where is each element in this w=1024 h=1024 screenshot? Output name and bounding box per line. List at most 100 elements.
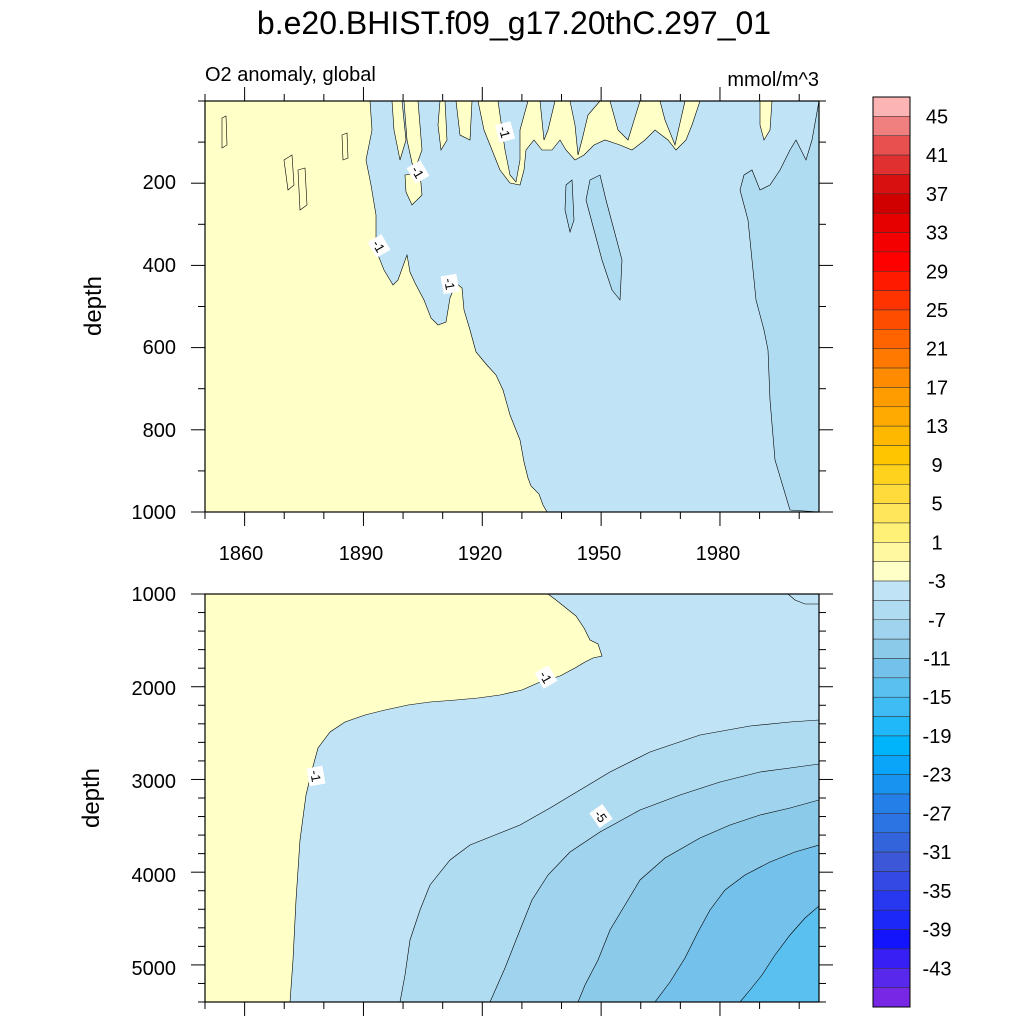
top-y-tick-label: 200 [143,172,176,194]
colorbar-box [872,987,911,1008]
colorbar-box [872,658,911,679]
top-region-deep-blue-1 [585,174,623,301]
colorbar-box [872,290,911,311]
colorbar-label: 33 [926,223,948,245]
top-x-ticks: 1860 1890 1920 1950 1980 [219,543,741,565]
top-contour-labels: -1 -1 -1 -1 [367,121,516,295]
top-blob-positive-4 [455,101,473,141]
top-blob-positive-6 [759,101,773,141]
colorbar-label: 25 [926,300,948,322]
colorbar-box [872,522,911,543]
colorbar-box [872,968,911,988]
top-blob-positive-3 [437,101,448,151]
colorbar-boxes [872,96,911,1008]
top-blob-negative-3 [341,132,349,161]
bottom-y-ticks: 1000 2000 3000 4000 5000 [132,584,177,980]
colorbar-box [872,154,911,175]
bottom-y-tick-label: 3000 [132,771,177,793]
top-blob-positive-5 [477,101,701,186]
colorbar-box [872,561,911,582]
colorbar-box [872,696,911,717]
bottom-tick-marks [191,593,833,1016]
top-x-tick-label: 1950 [577,543,622,565]
colorbar-label: 45 [926,106,948,128]
top-y-tick-label: 600 [143,337,176,359]
top-blob-positive-2 [403,101,423,174]
colorbar-label: 9 [931,455,942,477]
colorbar-box [872,774,911,795]
colorbar-label: 21 [926,339,948,361]
bottom-contour-label: -1 [307,769,324,783]
colorbar-box [872,329,911,349]
colorbar-label: 37 [926,184,948,206]
colorbar-box [872,735,911,756]
colorbar-box [872,251,911,272]
top-y-ticks: 200 400 600 800 1000 [132,172,177,524]
colorbar-box [872,542,911,562]
top-y-tick-label: 1000 [132,502,177,524]
colorbar-box [872,135,911,156]
top-x-tick-label: 1860 [219,543,264,565]
colorbar-box [872,232,911,253]
top-blob-negative-2 [297,167,308,211]
bottom-region-positive [205,594,603,1002]
subtitle-left: O2 anomaly, global [205,64,376,86]
colorbar-box [872,406,911,427]
top-blob-positive-1 [391,101,407,161]
colorbar-box [872,677,911,698]
colorbar-label: -3 [928,571,946,593]
colorbar-box [872,483,911,504]
top-blob-negative-1 [283,154,295,191]
colorbar-label: -19 [923,726,952,748]
bottom-corner-contour [787,594,819,605]
bottom-region-band-5 [739,905,819,1002]
top-y-tick-label: 400 [143,255,176,277]
colorbar-box [872,425,911,446]
colorbar-box [872,580,911,601]
colorbar-box [872,387,911,408]
colorbar-box [872,948,911,969]
colorbar-label: -27 [923,803,952,825]
colorbar-label: -35 [923,881,952,903]
colorbar-frame [872,96,911,1008]
colorbar-box [872,503,911,524]
colorbar-box [872,890,911,911]
colorbar-box [872,755,911,775]
top-y-tick-label: 800 [143,420,176,442]
colorbar-box [872,813,911,833]
top-ylabel: depth [80,276,107,336]
colorbar-box [872,909,911,930]
colorbar-box [872,271,911,291]
bottom-y-tick-label: 4000 [132,865,177,887]
colorbar-box [872,174,911,195]
top-tick-marks [191,87,833,526]
colorbar-box [872,832,911,853]
colorbar-box [872,96,911,117]
colorbar-label: -39 [923,920,952,942]
colorbar-box [872,116,911,136]
top-x-tick-label: 1890 [339,543,384,565]
colorbar-label: 17 [926,377,948,399]
colorbar-label: -7 [928,610,946,632]
bottom-ylabel: depth [78,768,105,828]
colorbar-label: -31 [923,842,952,864]
bottom-contour-labels: -1 -1 -5 [306,665,613,828]
colorbar-box [872,871,911,892]
figure-title: b.e20.BHIST.f09_g17.20thC.297_01 [257,5,771,41]
colorbar-box [872,193,911,214]
top-x-tick-label: 1980 [696,543,741,565]
colorbar-box [872,619,911,640]
top-x-tick-label: 1920 [458,543,503,565]
colorbar-label: -11 [923,648,950,670]
bottom-y-tick-label: 5000 [132,958,177,980]
bottom-y-tick-label: 1000 [132,584,177,606]
colorbar-box [872,793,911,814]
top-panel-field [205,101,819,512]
bottom-panel-field [205,594,819,1002]
colorbar-box [872,638,911,659]
colorbar-label: 1 [931,532,942,554]
colorbar: 45 41 37 33 29 25 21 17 13 9 5 1 -3 -7 -11 -15 -19 -23 -27… [872,96,952,1008]
colorbar-label: -43 [923,958,952,980]
colorbar-box [872,851,911,872]
